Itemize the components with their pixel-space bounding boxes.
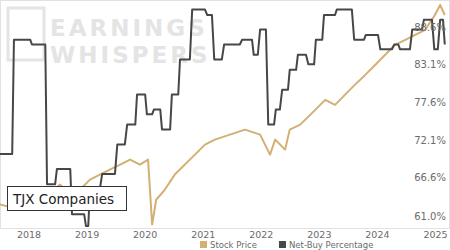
title: TJX Companies — [12, 191, 114, 207]
chart: EARNINGSWHISPERS 61.0% 66.6% 72.1% 77.6% 83.1… — [0, 0, 450, 250]
y-tick-label: 88.6% — [414, 22, 446, 33]
y-tick-label: 72.1% — [414, 135, 446, 146]
series-line — [0, 10, 445, 226]
series-group — [0, 5, 445, 226]
y-tick-label: 66.6% — [414, 172, 446, 183]
legend-label: Stock Price — [210, 240, 257, 250]
x-tick-label: 2021 — [191, 229, 215, 240]
x-tick-label: 2020 — [133, 229, 157, 240]
legend: Stock Price Net-Buy Percentage — [200, 240, 373, 250]
y-tick-label: 61.0% — [414, 211, 446, 222]
x-tick-label: 2022 — [249, 229, 273, 240]
legend-swatch — [279, 241, 286, 248]
legend-label: Net-Buy Percentage — [289, 240, 373, 250]
title-frame — [8, 187, 127, 211]
x-tick-label: 2023 — [307, 229, 331, 240]
legend-swatch — [200, 241, 207, 248]
x-tick-label: 2025 — [423, 229, 447, 240]
watermark-text: WHISPERS — [50, 42, 211, 68]
title-box: TJX Companies — [8, 187, 127, 211]
x-tick-label: 2024 — [365, 229, 389, 240]
y-tick-label: 77.6% — [414, 97, 446, 108]
watermark-text: EARNINGS — [50, 15, 208, 41]
x-tick-label: 2019 — [75, 229, 99, 240]
y-tick-label: 83.1% — [414, 59, 446, 70]
plot-frame — [1, 1, 450, 229]
x-tick-label: 2018 — [17, 229, 41, 240]
